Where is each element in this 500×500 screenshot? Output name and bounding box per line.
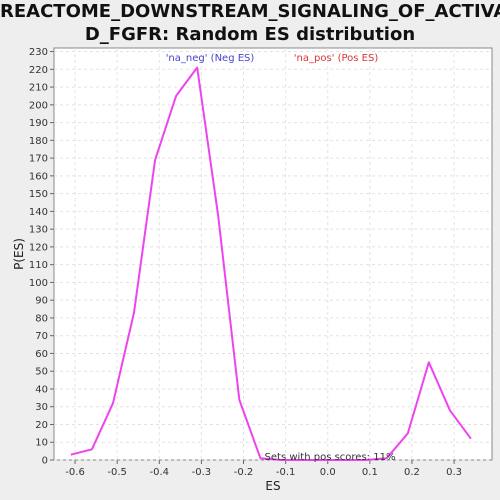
y-tick-label: 90 [35, 296, 48, 307]
x-tick-label: 0.1 [362, 467, 378, 478]
y-tick-label: 110 [29, 260, 48, 271]
y-tick-label: 180 [29, 136, 48, 147]
x-tick-label: -0.4 [150, 467, 170, 478]
y-tick-label: 210 [29, 83, 48, 94]
y-tick-label: 0 [42, 456, 48, 467]
y-tick-label: 60 [35, 349, 48, 360]
y-tick-label: 30 [35, 402, 48, 413]
pos-scores-annotation: Sets with pos scores: 11% [265, 452, 396, 463]
x-tick-label: -0.6 [65, 467, 85, 478]
chart-title-line-1: REACTOME_DOWNSTREAM_SIGNALING_OF_ACTIVAT… [0, 1, 500, 22]
y-tick-label: 170 [29, 154, 48, 165]
y-tick-label: 20 [35, 420, 48, 431]
y-tick-label: 50 [35, 367, 48, 378]
plot-area [53, 47, 493, 461]
x-tick-label: -0.1 [276, 467, 296, 478]
legend-pos-es: 'na_pos' (Pos ES) [294, 53, 379, 64]
y-tick-label: 70 [35, 331, 48, 342]
y-tick-label: 40 [35, 384, 48, 395]
x-tick-label: 0.3 [446, 467, 462, 478]
y-tick-label: 80 [35, 313, 48, 324]
es-distribution-line [70, 66, 472, 461]
y-tick-label: 10 [35, 438, 48, 449]
chart-title-line-2: D_FGFR: Random ES distribution [84, 24, 416, 45]
x-tick-label: -0.2 [234, 467, 254, 478]
y-tick-label: 140 [29, 207, 48, 218]
y-tick-label: 230 [29, 47, 48, 58]
legend-neg-es: 'na_neg' (Neg ES) [166, 53, 255, 64]
x-tick-label: 0.0 [320, 467, 336, 478]
y-tick-label: 150 [29, 189, 48, 200]
x-tick-label: -0.3 [192, 467, 212, 478]
y-axis-ticks: 0 10 20 30 40 50 60 70 80 90 100 110 120 130 140 150 160… [29, 47, 54, 467]
y-tick-label: 190 [29, 118, 48, 129]
y-tick-label: 160 [29, 171, 48, 182]
y-tick-label: 200 [29, 100, 48, 111]
y-tick-label: 130 [29, 225, 48, 236]
x-axis-label: ES [265, 479, 280, 493]
y-axis-label: P(ES) [12, 238, 26, 270]
series-layer [70, 66, 472, 461]
x-tick-label: -0.5 [107, 467, 127, 478]
y-tick-label: 220 [29, 65, 48, 76]
y-tick-label: 100 [29, 278, 48, 289]
chart-title: REACTOME_DOWNSTREAM_SIGNALING_OF_ACTIVAT… [0, 0, 500, 46]
x-tick-label: 0.2 [404, 467, 420, 478]
y-tick-label: 120 [29, 242, 48, 253]
grid-lines [54, 48, 492, 461]
